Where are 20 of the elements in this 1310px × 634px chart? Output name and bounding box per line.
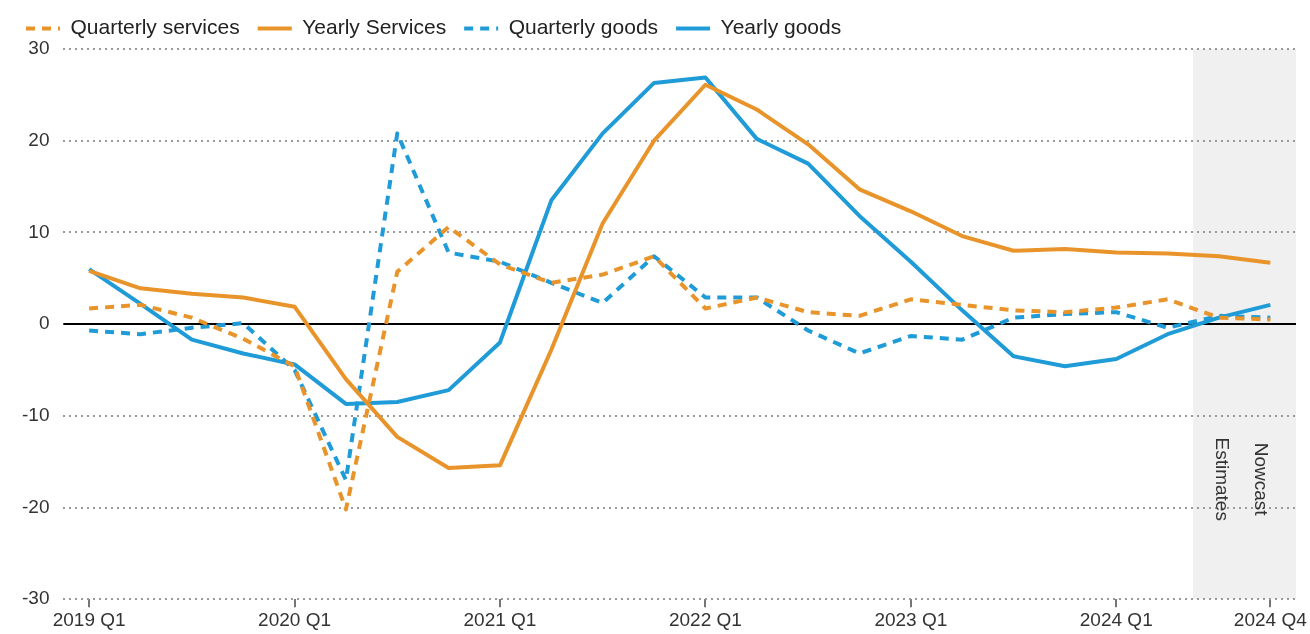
x-tick-label: 2020 Q1 [258,608,332,630]
y-tick-label: 30 [28,37,50,59]
x-tick-label: 2019 Q1 [52,608,126,630]
x-tick-label: 2023 Q1 [874,608,948,630]
annotation: Estimates [1211,437,1233,521]
legend-label: Yearly goods [720,15,842,39]
x-tick-label: 2024 Q4 [1233,608,1308,630]
legend-label: Quarterly services [70,15,240,39]
x-tick-label: 2024 Q1 [1079,608,1153,630]
x-tick-label: 2022 Q1 [668,608,742,630]
annotation: Nowcast [1251,442,1273,517]
y-tick-label: -20 [21,495,50,517]
y-tick-label: 20 [28,128,50,150]
y-tick-label: 0 [38,312,50,334]
legend-label: Yearly Services [302,15,447,39]
x-tick-label: 2021 Q1 [463,608,537,630]
y-tick-label: -10 [21,404,50,426]
y-tick-label: 10 [28,220,50,242]
legend-label: Quarterly goods [508,15,659,39]
y-tick-label: -30 [21,587,50,609]
